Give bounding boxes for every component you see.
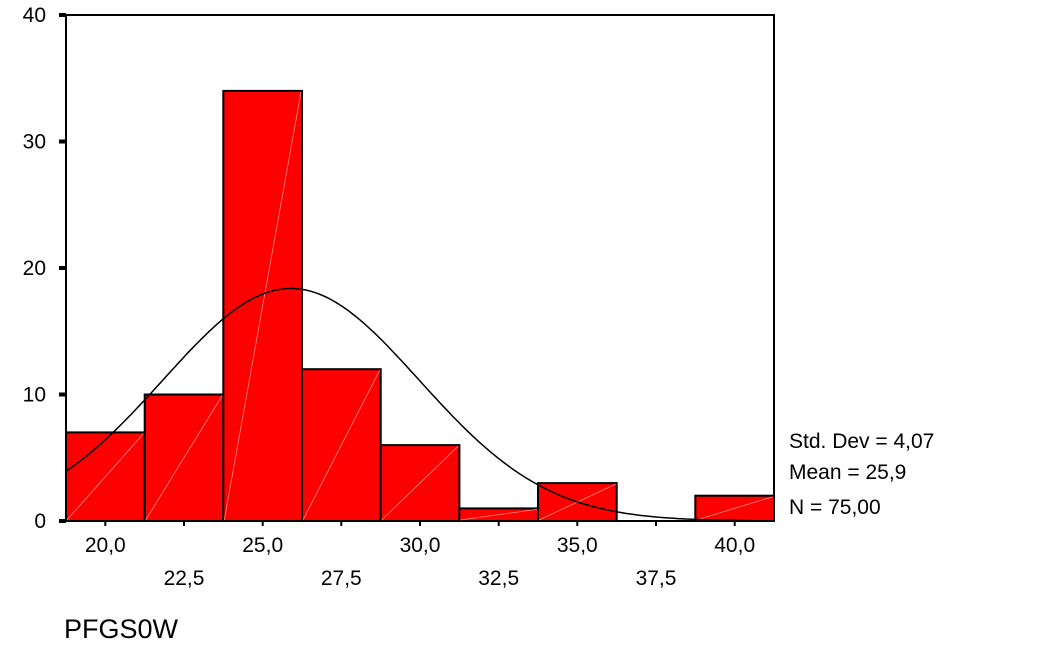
x-tick-label: 27,5 bbox=[321, 567, 362, 590]
y-tick-label: 30 bbox=[23, 131, 46, 154]
stat-std-dev: Std. Dev = 4,07 bbox=[789, 430, 934, 453]
normal-curve bbox=[65, 287, 774, 522]
bars-layer bbox=[65, 89, 775, 523]
x-axis-label: PFGS0W bbox=[64, 614, 179, 644]
y-tick-label: 20 bbox=[23, 257, 46, 280]
y-tick-label: 10 bbox=[23, 384, 46, 407]
bar-highlight bbox=[381, 445, 459, 521]
bar-highlight bbox=[302, 370, 381, 521]
x-tick-label: 30,0 bbox=[400, 534, 441, 557]
x-tick-label: 37,5 bbox=[636, 567, 677, 590]
y-tick-label: 0 bbox=[34, 510, 46, 533]
bar-highlight bbox=[145, 395, 223, 521]
bar-highlight bbox=[223, 91, 302, 521]
axes-layer: 0 10 20 30 40 20,0 22,5 25,0 27,5 30,0 32,5 35,0 37,… bbox=[23, 4, 755, 590]
stat-mean: Mean = 25,9 bbox=[789, 461, 906, 484]
stat-n: N = 75,00 bbox=[789, 496, 881, 519]
x-tick-label: 20,0 bbox=[85, 534, 126, 557]
x-tick-label: 40,0 bbox=[714, 534, 755, 557]
y-tick-label: 40 bbox=[23, 4, 46, 27]
bar-highlight bbox=[696, 496, 774, 521]
x-tick-label: 25,0 bbox=[242, 534, 283, 557]
x-tick-label: 22,5 bbox=[164, 567, 205, 590]
bar-highlight bbox=[66, 433, 144, 521]
bar-highlight bbox=[460, 509, 538, 521]
x-tick-label: 35,0 bbox=[557, 534, 598, 557]
x-tick-label: 32,5 bbox=[478, 567, 519, 590]
